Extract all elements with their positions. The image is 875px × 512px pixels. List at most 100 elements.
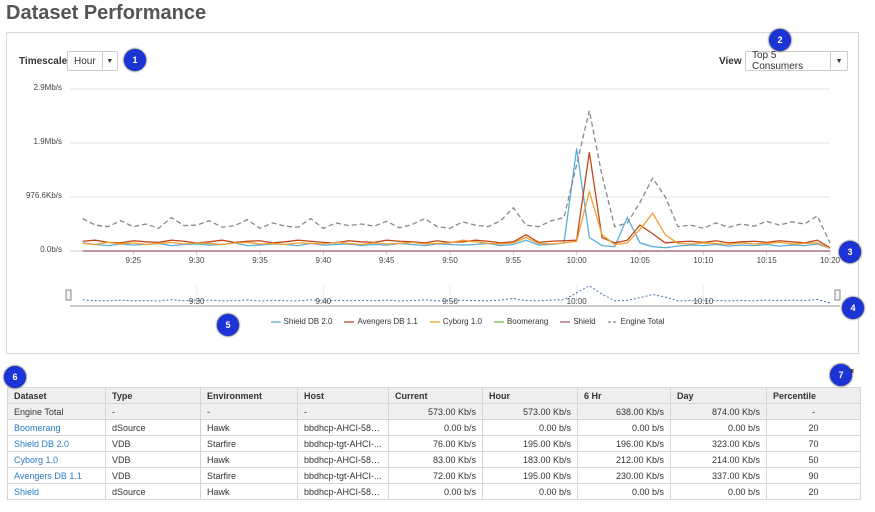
table-cell: 83.00 Kb/s [388, 451, 483, 468]
table-cell: - [297, 403, 389, 420]
table-cell: 0.00 b/s [577, 483, 671, 500]
table-cell: Engine Total [7, 403, 106, 420]
table-cell: 230.00 Kb/s [577, 467, 671, 484]
table-cell: 70 [766, 435, 861, 452]
table-cell: bbdhcp-AHCI-585... [297, 451, 389, 468]
chart-panel [6, 32, 859, 354]
y-tick-label: 0.0b/s [40, 245, 62, 254]
legend-swatch [560, 320, 571, 323]
x-tick-label: 9:50 [442, 256, 458, 265]
table-row: Avengers DB 1.1 VDB Starfire bbdhcp-tgt-AHC… [7, 467, 861, 484]
table-cell: 0.00 b/s [577, 419, 671, 436]
table-cell: - [105, 403, 201, 420]
legend-item[interactable]: Boomerang [493, 317, 548, 326]
column-header: Host [297, 387, 389, 404]
dataset-link[interactable]: Shield DB 2.0 [7, 435, 106, 452]
x-tick-label: 9:45 [379, 256, 395, 265]
navigator-line [82, 285, 831, 304]
table-cell: bbdhcp-tgt-AHCI-... [297, 435, 389, 452]
legend: Shield DB 2.0 Avengers DB 1.1 Cyborg 1.0 Bo… [0, 317, 875, 326]
view-label: View [719, 56, 742, 67]
x-tick-label: 9:55 [506, 256, 522, 265]
column-header: Current [388, 387, 483, 404]
series-line [82, 189, 831, 249]
view-select[interactable]: Top 5 Consumers ▼ [745, 50, 848, 72]
table-cell: 72.00 Kb/s [388, 467, 483, 484]
table-cell: 638.00 Kb/s [577, 403, 671, 420]
x-tick-label: 9:35 [252, 256, 268, 265]
x-tick-label: 10:05 [630, 256, 651, 265]
series-line [82, 152, 831, 249]
table-cell: 214.00 Kb/s [670, 451, 767, 468]
callout-badge: 5 [217, 314, 239, 336]
table-cell: 874.00 Kb/s [670, 403, 767, 420]
legend-item[interactable]: Avengers DB 1.1 [344, 317, 418, 326]
table-cell: VDB [105, 435, 201, 452]
legend-label: Shield DB 2.0 [283, 317, 333, 326]
column-header: Dataset [7, 387, 106, 404]
column-header: Type [105, 387, 201, 404]
table-cell: - [200, 403, 298, 420]
table-cell: 183.00 Kb/s [482, 451, 578, 468]
x-tick-label: 9:25 [126, 256, 142, 265]
table-cell: bbdhcp-AHCI-585... [297, 483, 389, 500]
table-cell: VDB [105, 451, 201, 468]
navigator-tick-label: 10:10 [693, 297, 714, 306]
table-cell: VDB [105, 467, 201, 484]
table-cell: dSource [105, 483, 201, 500]
table-cell: dSource [105, 419, 201, 436]
column-header: 6 Hr [577, 387, 671, 404]
legend-swatch [607, 320, 618, 323]
legend-swatch [270, 320, 281, 323]
dataset-link[interactable]: Cyborg 1.0 [7, 451, 106, 468]
dataset-link[interactable]: Boomerang [7, 419, 106, 436]
table-cell: Starfire [200, 467, 298, 484]
legend-item[interactable]: Shield [560, 317, 596, 326]
table-cell: 0.00 b/s [670, 419, 767, 436]
table-cell: 212.00 Kb/s [577, 451, 671, 468]
table-cell: 573.00 Kb/s [482, 403, 578, 420]
legend-label: Avengers DB 1.1 [357, 317, 418, 326]
chart: 0.0b/s 976.6Kb/s 1.9Mb/s 2.9Mb/s 9:25 9:30 9:3… [26, 83, 841, 307]
dataset-link[interactable]: Shield [7, 483, 106, 500]
table-row: Cyborg 1.0 VDB Hawk bbdhcp-AHCI-585... 83.00… [7, 451, 861, 468]
navigator-handle [65, 289, 72, 301]
dataset-link[interactable]: Avengers DB 1.1 [7, 467, 106, 484]
y-tick-label: 1.9Mb/s [34, 137, 62, 146]
select-value: Hour [74, 55, 96, 67]
legend-item[interactable]: Engine Total [607, 317, 665, 326]
page-title: Dataset Performance [6, 2, 207, 24]
table-cell: 0.00 b/s [670, 483, 767, 500]
table-cell: 195.00 Kb/s [482, 467, 578, 484]
legend-swatch [429, 320, 440, 323]
navigator-handle [834, 289, 841, 301]
series-line [82, 148, 831, 249]
navigator-tick-label: 9:50 [442, 297, 458, 306]
table-row: Engine Total - - -573.00 Kb/s 573.00 Kb/s 638… [7, 403, 861, 420]
legend-label: Engine Total [620, 317, 665, 326]
table-cell: 90 [766, 467, 861, 484]
navigator-tick-label: 9:40 [316, 297, 332, 306]
column-header: Day [670, 387, 767, 404]
x-tick-label: 10:10 [693, 256, 714, 265]
legend-swatch [344, 320, 355, 323]
column-header: Environment [200, 387, 298, 404]
caret: ▼ [101, 52, 117, 70]
y-tick-label: 2.9Mb/s [34, 83, 62, 92]
series-line [82, 110, 831, 244]
table-cell: Hawk [200, 419, 298, 436]
legend-item[interactable]: Cyborg 1.0 [429, 317, 482, 326]
legend-item[interactable]: Shield DB 2.0 [270, 317, 333, 326]
legend-swatch [493, 320, 504, 323]
table-cell: 76.00 Kb/s [388, 435, 483, 452]
x-tick-label: 10:15 [757, 256, 778, 265]
table-cell: - [766, 403, 861, 420]
table-cell: 337.00 Kb/s [670, 467, 767, 484]
table-cell: 20 [766, 419, 861, 436]
table-cell: 323.00 Kb/s [670, 435, 767, 452]
x-tick-label: 9:30 [189, 256, 205, 265]
x-tick-label: 9:40 [316, 256, 332, 265]
table-cell: 20 [766, 483, 861, 500]
timescale-select[interactable]: Hour ▼ [67, 51, 118, 71]
callout-badge: 7 [830, 364, 852, 386]
